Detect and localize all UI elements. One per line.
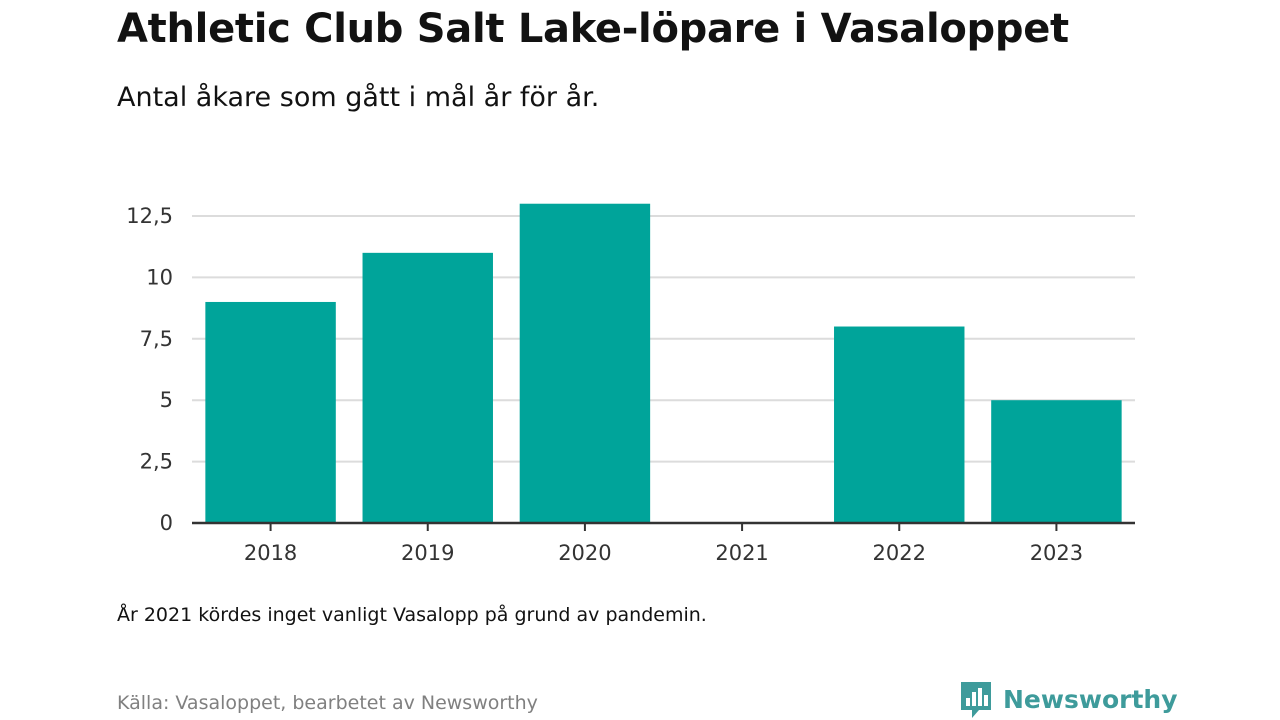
y-tick-label: 12,5: [126, 204, 173, 228]
gridlines: [192, 215, 1135, 463]
bar: [205, 301, 336, 523]
x-tick-label: 2022: [873, 541, 926, 565]
x-tick-label: 2018: [244, 541, 297, 565]
y-tick-label: 7,5: [140, 327, 173, 351]
bar: [362, 252, 493, 523]
y-tick-label: 10: [146, 265, 173, 289]
newsworthy-logo-icon: [961, 682, 991, 718]
bar-chart: 0 2,5 5 7,5 10 12,5 2018 2019 2020 2021 2022 2023: [126, 203, 1135, 565]
bar: [519, 203, 651, 523]
y-tick-label: 5: [160, 388, 173, 412]
y-tick-label: 0: [160, 511, 173, 535]
y-tick-label: 2,5: [140, 450, 173, 474]
brand-name: Newsworthy: [1003, 685, 1178, 714]
x-tick-label: 2019: [401, 541, 454, 565]
chart-subtitle: Antal åkare som gått i mål år för år.: [117, 82, 600, 113]
brand-logo: Newsworthy: [959, 680, 1178, 720]
axes: 0 2,5 5 7,5 10 12,5 2018 2019 2020 2021 2022 2023: [126, 204, 1135, 565]
chart-title: Athletic Club Salt Lake-löpare i Vasalop…: [117, 6, 1069, 52]
x-tick-label: 2021: [715, 541, 768, 565]
source-text: Källa: Vasaloppet, bearbetet av Newswort…: [117, 692, 538, 714]
chart-note: År 2021 kördes inget vanligt Vasalopp på…: [117, 604, 707, 626]
bar: [834, 326, 965, 523]
x-tick-label: 2023: [1030, 541, 1083, 565]
bars: [205, 203, 1122, 523]
x-tick-label: 2020: [558, 541, 611, 565]
bar: [991, 400, 1122, 523]
